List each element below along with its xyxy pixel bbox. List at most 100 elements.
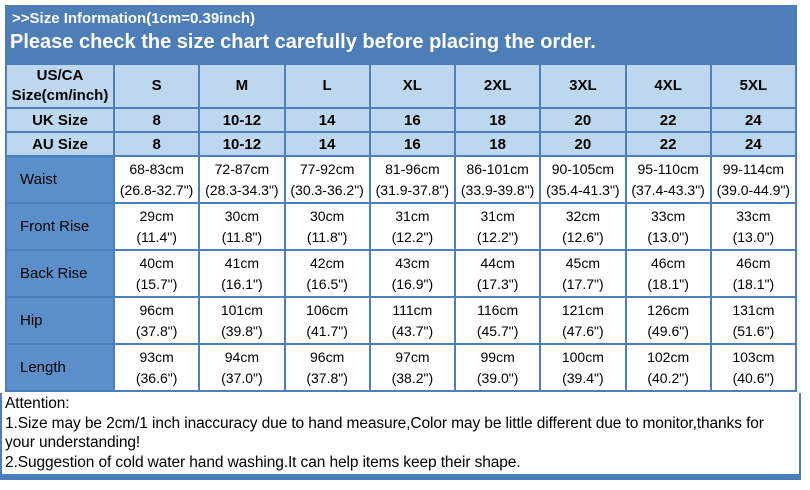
measurement-cm: 33cm (651, 207, 686, 224)
size-value-cell: 22 (624, 131, 712, 157)
measurement-cell: 111cm (43.7") (368, 296, 457, 345)
measurement-cm: 116cm (477, 301, 519, 318)
column-header-3xl: 3XL (539, 63, 627, 109)
measurement-cell: 42cm (16.5") (283, 249, 371, 298)
measurement-inch: (16.5") (306, 275, 348, 292)
measurement-inch: (12.6") (562, 228, 604, 245)
measurement-cm: 121cm (561, 301, 604, 318)
header-banner: >>Size Information(1cm=0.39inch) Please … (5, 5, 797, 63)
measurement-inch: (12.2") (476, 228, 519, 245)
measurement-inch: (45.7") (476, 322, 519, 339)
measurement-cm: 86-101cm (466, 160, 529, 177)
measurement-inch: (38.2") (391, 369, 434, 386)
measurement-inch: (39.0-44.9") (716, 181, 791, 198)
measurement-inch: (30.3-36.2") (290, 181, 364, 198)
measurement-cell: 32cm (12.6") (539, 202, 627, 251)
measurement-inch: (31.9-37.8") (375, 181, 450, 198)
measurement-cm: 102cm (647, 348, 690, 365)
measurement-cm: 72-87cm (214, 160, 270, 177)
measurement-cell: 46cm (18.1") (709, 249, 798, 298)
row-label: AU Size (5, 131, 115, 157)
table-row: Front Rise 29cm (11.4") 30cm (11.8") 30cm (11.… (5, 202, 798, 251)
measurement-inch: (39.0") (476, 369, 519, 386)
measurement-inch: (39.4") (562, 369, 604, 386)
measurement-cell: 41cm (16.1") (198, 249, 286, 298)
row-label: Hip (5, 296, 115, 345)
measurement-inch: (41.7") (306, 322, 348, 339)
size-chart-table: US/CA Size(cm/inch) S M L XL 2XL 3XL 4XL… (5, 63, 798, 392)
measurement-cell: 40cm (15.7") (112, 249, 201, 298)
measurement-cm: 93cm (139, 348, 174, 365)
measurement-cm: 99cm (480, 348, 515, 365)
measurement-cm: 68-83cm (129, 160, 184, 177)
measurement-cell: 99-114cm (39.0-44.9") (709, 155, 798, 204)
measurement-cm: 33cm (736, 207, 771, 224)
measurement-cell: 68-83cm (26.8-32.7") (112, 155, 201, 204)
measurement-cm: 45cm (565, 254, 600, 271)
measurement-inch: (18.1") (647, 275, 689, 292)
measurement-cm: 111cm (392, 301, 433, 318)
attention-line: your understanding! (5, 434, 141, 452)
size-table-body: UK Size 8 10-12 14 16 18 20 22 24 AU Size 8 10-12 14… (5, 107, 798, 392)
measurement-cm: 97cm (395, 348, 430, 365)
row-label: UK Size (5, 107, 115, 133)
measurement-cm: 44cm (480, 254, 515, 271)
measurement-cm: 94cm (224, 348, 259, 365)
measurement-cm: 81-96cm (385, 160, 440, 177)
measurement-inch: (16.9") (391, 275, 434, 292)
column-header-l: L (283, 63, 371, 109)
measurement-inch: (40.2") (647, 369, 689, 386)
measurement-cm: 96cm (310, 348, 345, 365)
measurement-cm: 31cm (395, 207, 430, 224)
attention-line: 1.Size may be 2cm/1 inch inaccuracy due … (5, 414, 764, 432)
measurement-cell: 95-110cm (37.4-43.3") (624, 155, 712, 204)
measurement-inch: (37.4-43.3") (631, 181, 705, 198)
attention-section: Attention: 1.Size may be 2cm/1 inch inac… (0, 393, 801, 481)
measurement-cell: 102cm (40.2") (624, 343, 712, 392)
measurement-cell: 96cm (37.8") (112, 296, 201, 345)
measurement-cell: 81-96cm (31.9-37.8") (368, 155, 457, 204)
size-value-cell: 22 (624, 107, 712, 133)
measurement-cm: 46cm (736, 254, 771, 271)
row-label: Back Rise (5, 249, 115, 298)
size-value-cell: 20 (539, 131, 627, 157)
measurement-inch: (39.8") (221, 322, 263, 339)
column-header-5xl: 5XL (709, 63, 798, 109)
measurement-cell: 93cm (36.6") (112, 343, 201, 392)
measurement-inch: (28.3-34.3") (205, 181, 279, 198)
table-row: AU Size 8 10-12 14 16 18 20 22 24 (5, 131, 798, 157)
measurement-inch: (13.0") (647, 228, 689, 245)
measurement-cm: 31cm (480, 207, 515, 224)
measurement-inch: (26.8-32.7") (119, 181, 194, 198)
measurement-cell: 116cm (45.7") (453, 296, 542, 345)
measurement-inch: (11.8") (221, 228, 263, 245)
corner-cell: US/CA Size(cm/inch) (5, 63, 115, 109)
measurement-cell: 31cm (12.2") (453, 202, 542, 251)
measurement-cell: 33cm (13.0") (624, 202, 712, 251)
measurement-cell: 45cm (17.7") (539, 249, 627, 298)
size-value-cell: 10-12 (198, 131, 286, 157)
page-title: >>Size Information(1cm=0.39inch) (12, 10, 255, 27)
measurement-inch: (15.7") (135, 275, 178, 292)
size-info-page: >>Size Information(1cm=0.39inch) Please … (0, 5, 810, 490)
measurement-cm: 77-92cm (299, 160, 355, 177)
measurement-cell: 106cm (41.7") (283, 296, 371, 345)
size-value-cell: 10-12 (198, 107, 286, 133)
measurement-cell: 30cm (11.8") (283, 202, 371, 251)
measurement-cm: 40cm (139, 254, 174, 271)
row-label: Front Rise (5, 202, 115, 251)
size-value-cell: 18 (453, 131, 542, 157)
size-value-cell: 8 (112, 107, 201, 133)
measurement-inch: (51.6") (732, 322, 775, 339)
measurement-cm: 46cm (651, 254, 686, 271)
size-value-cell: 24 (709, 107, 798, 133)
measurement-inch: (40.6") (732, 369, 775, 386)
measurement-cell: 29cm (11.4") (112, 202, 201, 251)
measurement-cm: 106cm (306, 301, 349, 318)
measurement-inch: (43.7") (391, 322, 434, 339)
measurement-inch: (11.4") (136, 228, 177, 245)
column-header-2xl: 2XL (453, 63, 542, 109)
page-subtitle: Please check the size chart carefully be… (10, 31, 596, 53)
measurement-cell: 99cm (39.0") (453, 343, 542, 392)
measurement-cell: 100cm (39.4") (539, 343, 627, 392)
